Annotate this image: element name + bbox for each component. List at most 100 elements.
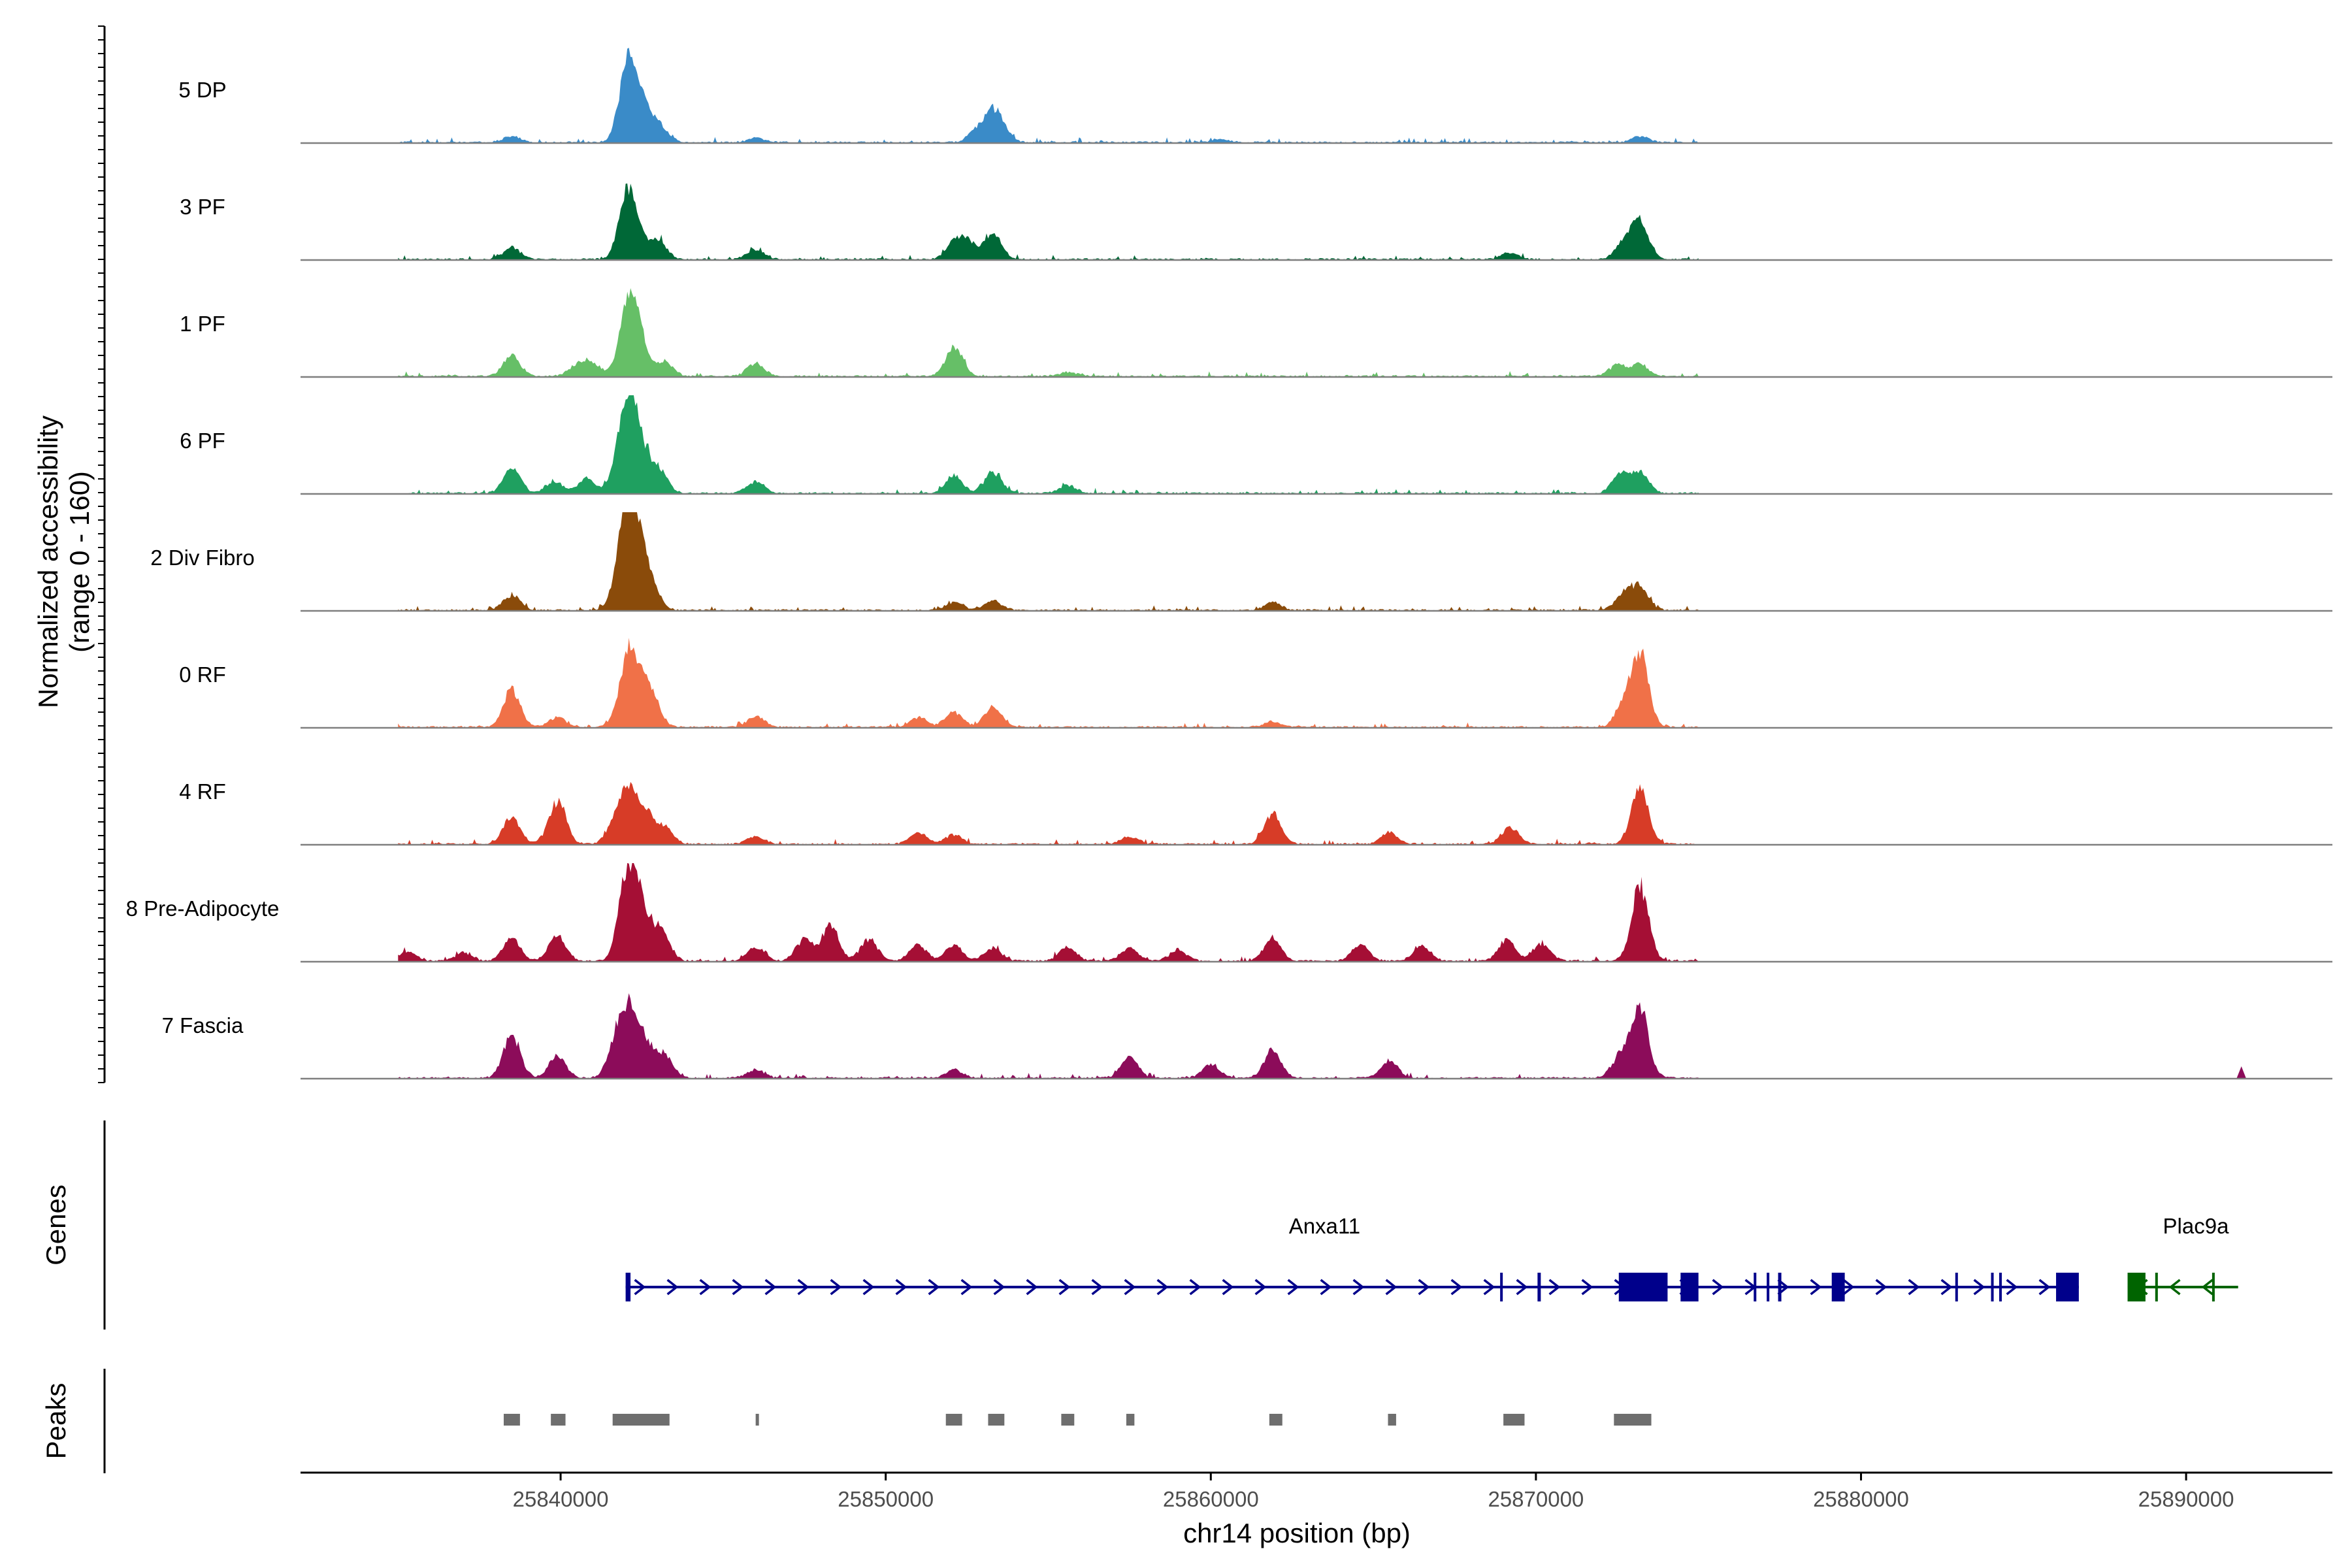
track-0-rf: 0 RF <box>179 638 2332 729</box>
x-tick-label: 25870000 <box>1488 1487 1584 1511</box>
coverage-area <box>398 288 1699 377</box>
strand-arrow <box>1124 1279 1136 1296</box>
strand-arrow <box>993 1279 1005 1296</box>
exon <box>1680 1273 1699 1301</box>
strand-arrow <box>1842 1279 1855 1296</box>
track-3-pf: 3 PF <box>180 183 2332 261</box>
coverage-area <box>398 781 1699 845</box>
strand-arrow <box>1254 1279 1267 1296</box>
strand-arrow <box>732 1279 744 1296</box>
exon <box>1767 1273 1770 1301</box>
track-label: 1 PF <box>180 312 225 336</box>
strand-arrow <box>1418 1279 1430 1296</box>
strand-arrow <box>1875 1279 1887 1296</box>
strand-arrow <box>1712 1279 1724 1296</box>
exon <box>1537 1273 1541 1301</box>
exon <box>1754 1273 1757 1301</box>
strand-arrow <box>1352 1279 1365 1296</box>
peak-region <box>1269 1414 1282 1426</box>
panel-labels: Normalized accessibility(range 0 - 160) <box>33 25 106 1083</box>
strand-arrow <box>862 1279 875 1296</box>
coverage-area <box>398 183 1699 260</box>
strand-arrow <box>1548 1279 1561 1296</box>
y-axis-label-line: (range 0 - 160) <box>64 471 95 653</box>
x-tick-label: 25890000 <box>2138 1487 2234 1511</box>
exon <box>1500 1273 1503 1301</box>
exon <box>1955 1273 1958 1301</box>
peak-region <box>945 1414 962 1426</box>
strand-arrow <box>699 1279 711 1296</box>
coverage-area <box>398 863 1699 962</box>
track-label: 8 Pre-Adipocyte <box>126 896 280 921</box>
strand-arrow <box>764 1279 777 1296</box>
y-axis-label-line: Normalized accessibility <box>33 416 63 708</box>
x-tick-label: 25880000 <box>1813 1487 1909 1511</box>
strand-arrow <box>1940 1279 1953 1296</box>
genes-panel-label: Genes <box>41 1184 71 1266</box>
strand-arrow <box>2038 1279 2051 1296</box>
exon <box>2056 1273 2079 1301</box>
gene-label: Plac9a <box>2163 1214 2230 1238</box>
track-label: 6 PF <box>180 429 225 453</box>
strand-arrow <box>2006 1279 2018 1296</box>
track-8-pre-adipocyte: 8 Pre-Adipocyte <box>126 863 2332 963</box>
exon <box>1778 1273 1782 1301</box>
coverage-area <box>398 48 1699 143</box>
strand-arrow <box>1516 1279 1528 1296</box>
track-label: 0 RF <box>179 662 226 687</box>
strand-arrow <box>1973 1279 1985 1296</box>
strand-arrow <box>2168 1279 2181 1296</box>
peak-region <box>988 1414 1005 1426</box>
gene-label: Anxa11 <box>1289 1214 1360 1238</box>
strand-arrow <box>1581 1279 1593 1296</box>
track-label: 5 DP <box>178 78 226 102</box>
exon <box>2127 1273 2146 1301</box>
strand-arrow <box>1222 1279 1234 1296</box>
strand-arrow <box>1156 1279 1169 1296</box>
y-axis-label: Normalized accessibility(range 0 - 160) <box>33 416 95 708</box>
coverage-tracks: 5 DP 3 PF 1 PF 6 PF 2 Div Fibro 0 RF 4 RF 8 Pre… <box>126 48 2332 1080</box>
strand-arrow <box>666 1279 679 1296</box>
coverage-area <box>398 993 2247 1079</box>
strand-arrow <box>1189 1279 1201 1296</box>
peak-region <box>1503 1414 1525 1426</box>
track-label: 4 RF <box>179 779 226 804</box>
exon <box>1991 1273 1994 1301</box>
track-5-dp: 5 DP <box>178 48 2332 144</box>
peak-region <box>612 1414 670 1426</box>
strand-arrow <box>1287 1279 1299 1296</box>
strand-arrow <box>1450 1279 1463 1296</box>
x-axis-label: chr14 position (bp) <box>1183 1518 1411 1548</box>
strand-arrow <box>1320 1279 1332 1296</box>
strand-arrow <box>1483 1279 1495 1296</box>
track-2-div-fibro: 2 Div Fibro <box>150 512 2332 612</box>
strand-arrow <box>928 1279 940 1296</box>
strand-arrow <box>1908 1279 1920 1296</box>
exon <box>1618 1273 1668 1301</box>
peak-region <box>755 1414 759 1426</box>
strand-arrow <box>634 1279 646 1296</box>
exon <box>2155 1273 2158 1301</box>
strand-arrow <box>2201 1279 2213 1296</box>
exon <box>1999 1273 2002 1301</box>
peak-region <box>504 1414 520 1426</box>
peak-region <box>1126 1414 1135 1426</box>
x-tick-label: 25850000 <box>838 1487 934 1511</box>
track-6-pf: 6 PF <box>180 395 2332 495</box>
track-label: 3 PF <box>180 195 225 219</box>
track-7-fascia: 7 Fascia <box>162 993 2332 1080</box>
gene-plac9a: Plac9a <box>2127 1214 2238 1301</box>
coverage-area <box>398 512 1699 611</box>
strand-arrow <box>1091 1279 1103 1296</box>
track-4-rf: 4 RF <box>179 779 2332 846</box>
strand-arrow <box>830 1279 842 1296</box>
track-1-pf: 1 PF <box>180 288 2332 378</box>
coverage-area <box>398 638 1699 728</box>
x-axis: 25840000 25850000 25860000 25870000 25880000… <box>301 1471 2332 1548</box>
x-tick-label: 25860000 <box>1163 1487 1259 1511</box>
x-tick-label: 25840000 <box>513 1487 609 1511</box>
gene-anxa11: Anxa11 <box>625 1214 2079 1301</box>
strand-arrow <box>960 1279 973 1296</box>
peak-region <box>1388 1414 1396 1426</box>
exon <box>625 1273 631 1301</box>
